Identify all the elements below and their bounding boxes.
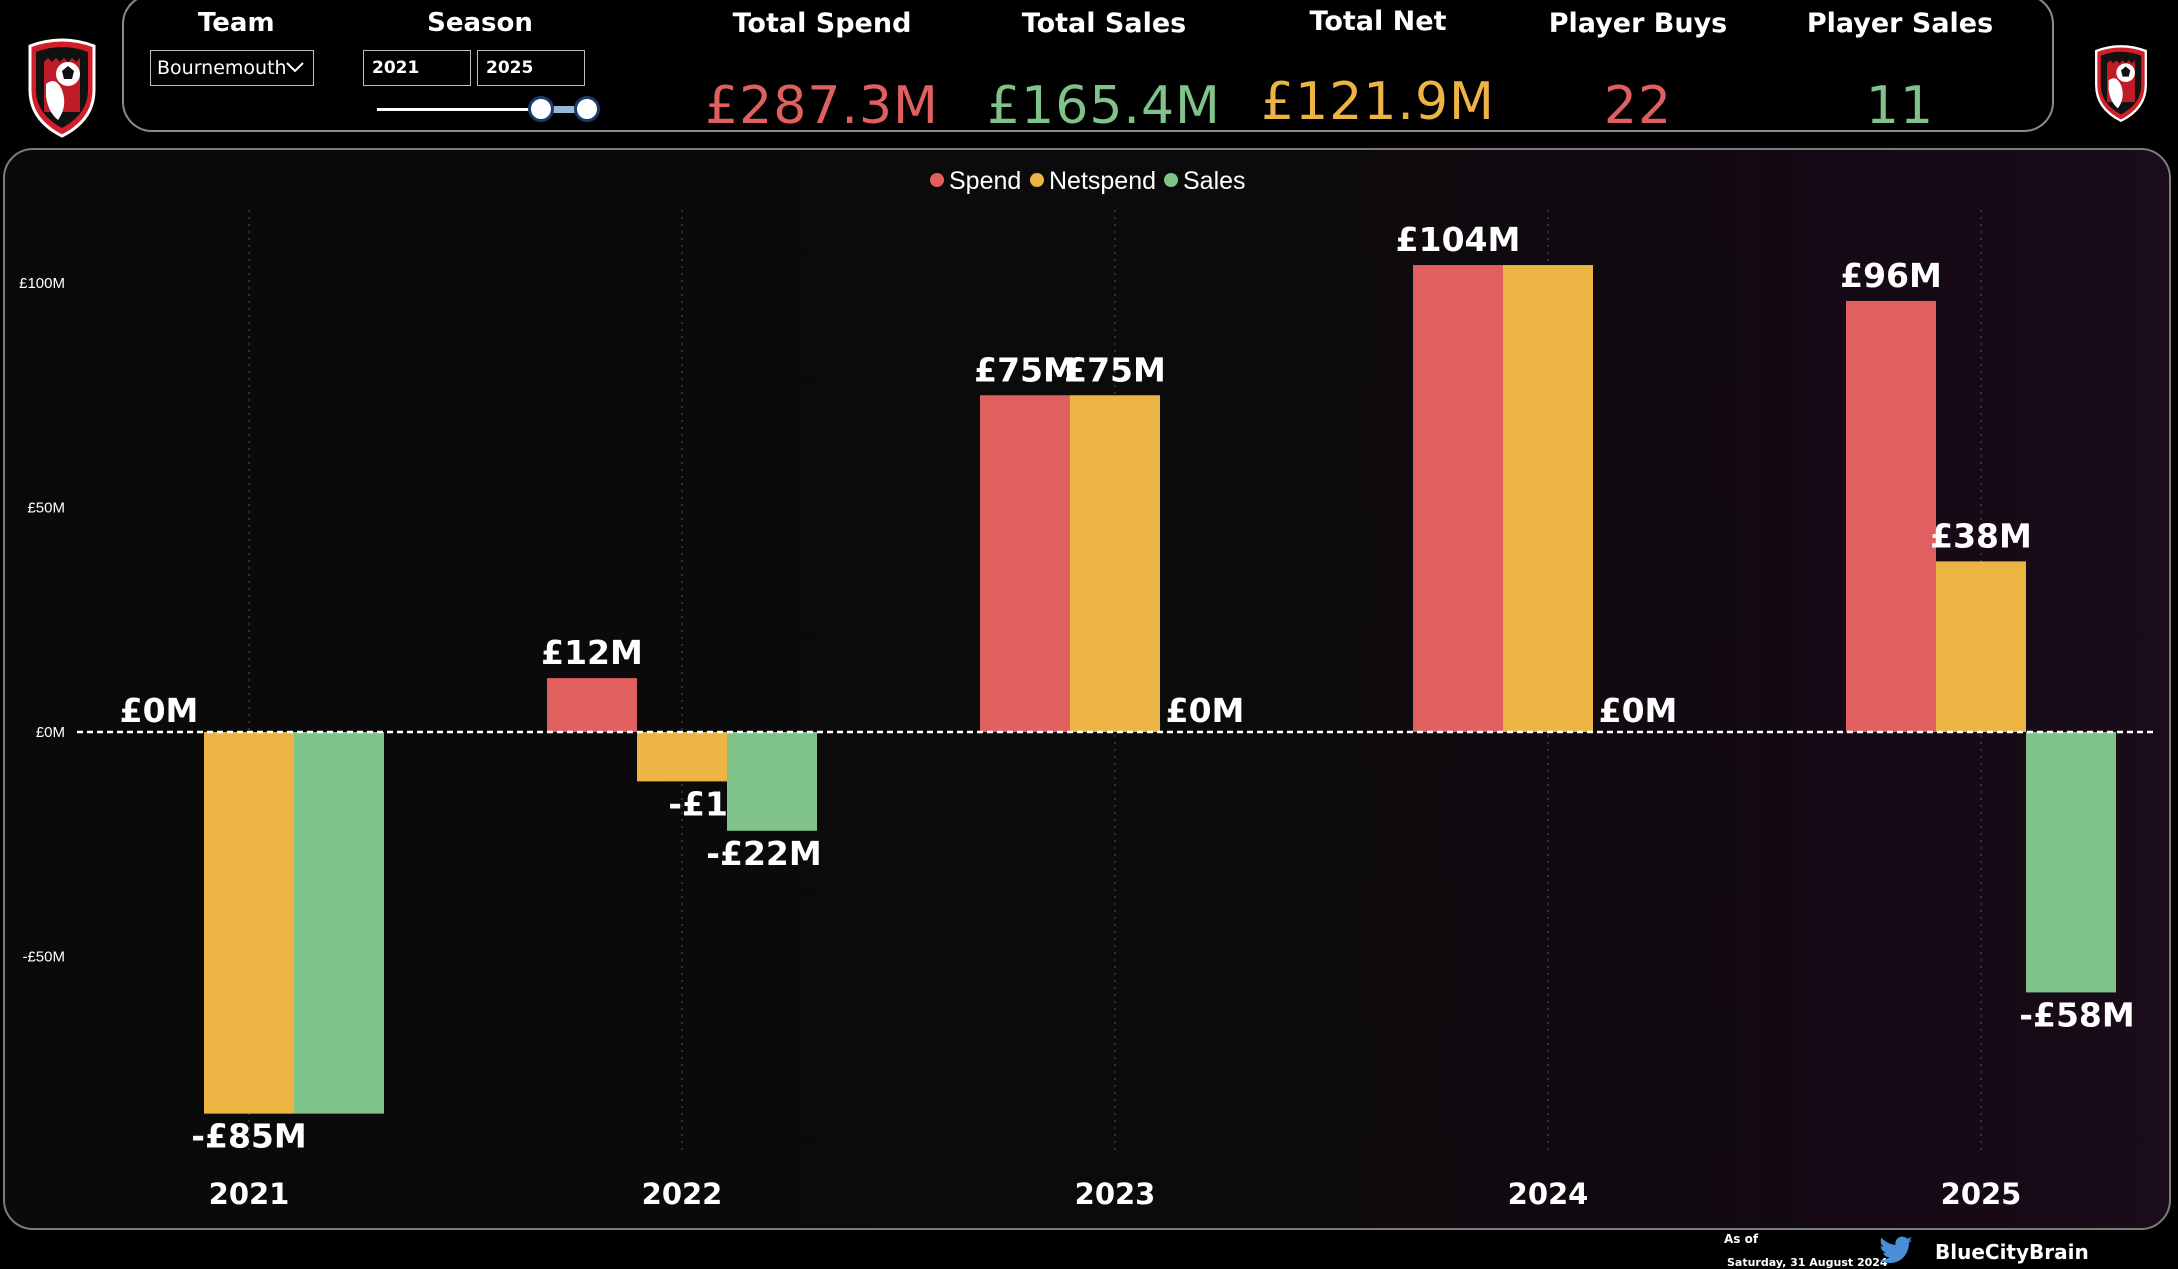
legend-label-spend[interactable]: Spend — [949, 167, 1021, 195]
twitter-handle[interactable]: BlueCityBrain — [1935, 1240, 2089, 1264]
legend-marker-netspend[interactable] — [1030, 173, 1044, 187]
season-slider-end-handle[interactable] — [574, 96, 600, 122]
y-tick-label: -£50M — [22, 949, 65, 966]
season-slider-track[interactable] — [377, 108, 587, 111]
legend-marker-spend[interactable] — [930, 173, 944, 187]
x-tick-label: 2024 — [1508, 1177, 1589, 1211]
total-sales-value: £165.4M — [987, 76, 1221, 136]
player-sales-value: 11 — [1865, 76, 1935, 136]
y-tick-label: £0M — [36, 724, 65, 741]
data-label-sales: -£58M — [2019, 995, 2134, 1034]
total-net-label: Total Net — [1309, 6, 1447, 37]
team-filter-label: Team — [198, 8, 275, 38]
total-net-value: £121.9M — [1261, 72, 1495, 132]
y-tick-label: £50M — [27, 500, 65, 517]
bar-spend-2025[interactable] — [1846, 300, 1936, 732]
player-sales-label: Player Sales — [1806, 8, 1994, 39]
data-label-spend: £12M — [541, 633, 643, 672]
season-end-input[interactable]: 2025 — [477, 50, 585, 86]
data-label-sales: £0M — [1166, 691, 1245, 730]
data-label-sales: -£22M — [706, 834, 821, 873]
club-crest-logo-right — [2095, 45, 2147, 123]
bar-sales-2022[interactable] — [727, 732, 817, 831]
club-crest-logo — [28, 38, 96, 138]
bar-netspend-2024[interactable] — [1503, 265, 1593, 732]
player-buys-value: 22 — [1603, 76, 1673, 136]
x-tick-label: 2022 — [642, 1177, 723, 1211]
data-label-netspend: £75M — [1064, 350, 1166, 389]
x-tick-label: 2021 — [209, 1177, 290, 1211]
as-of-label: As of — [1724, 1232, 1759, 1246]
as-of-date: Saturday, 31 August 2024 — [1727, 1256, 1888, 1269]
team-dropdown[interactable]: Bournemouth — [150, 50, 314, 86]
transfer-bar-chart: £100M £50M £0M -£50M £0M £12M £75M £104M £96M -£8… — [19, 167, 2153, 1211]
team-dropdown-value: Bournemouth — [157, 57, 287, 79]
data-label-spend: £104M — [1396, 220, 1521, 259]
data-label-netspend: £38M — [1930, 516, 2032, 555]
bar-netspend-2025[interactable] — [1936, 561, 2026, 732]
season-slider-start-handle[interactable] — [528, 96, 554, 122]
data-label-spend: £75M — [974, 350, 1076, 389]
legend-label-netspend[interactable]: Netspend — [1049, 167, 1156, 195]
total-sales-label: Total Sales — [1021, 8, 1187, 39]
total-spend-value: £287.3M — [705, 76, 939, 136]
season-filter-label: Season — [427, 8, 533, 38]
data-label-sales: £0M — [1599, 691, 1678, 730]
bar-spend-2022[interactable] — [547, 678, 637, 732]
y-tick-label: £100M — [19, 275, 65, 292]
data-label-spend: £96M — [1840, 256, 1942, 295]
player-buys-label: Player Buys — [1548, 8, 1728, 39]
bar-netspend-2023[interactable] — [1070, 395, 1160, 732]
legend-marker-sales[interactable] — [1164, 173, 1178, 187]
bar-netspend-2022[interactable] — [637, 732, 727, 782]
legend-label-sales[interactable]: Sales — [1183, 167, 1246, 195]
bar-sales-2021[interactable] — [294, 732, 384, 1114]
season-start-input[interactable]: 2021 — [363, 50, 471, 86]
bar-netspend-2021[interactable] — [204, 732, 294, 1114]
season-slider-range — [542, 106, 588, 113]
x-tick-label: 2023 — [1075, 1177, 1156, 1211]
bar-spend-2023[interactable] — [980, 395, 1070, 732]
total-spend-label: Total Spend — [732, 8, 912, 39]
bar-spend-2024[interactable] — [1413, 265, 1503, 732]
transfer-chart-panel: £100M £50M £0M -£50M £0M £12M £75M £104M £96M -£8… — [3, 148, 2171, 1230]
data-label-spend: £0M — [120, 691, 199, 730]
chevron-down-icon — [286, 62, 304, 73]
data-label-netspend: -£85M — [191, 1117, 306, 1156]
x-tick-label: 2025 — [1941, 1177, 2022, 1211]
bar-sales-2025[interactable] — [2026, 732, 2116, 993]
twitter-icon[interactable] — [1878, 1236, 1914, 1266]
